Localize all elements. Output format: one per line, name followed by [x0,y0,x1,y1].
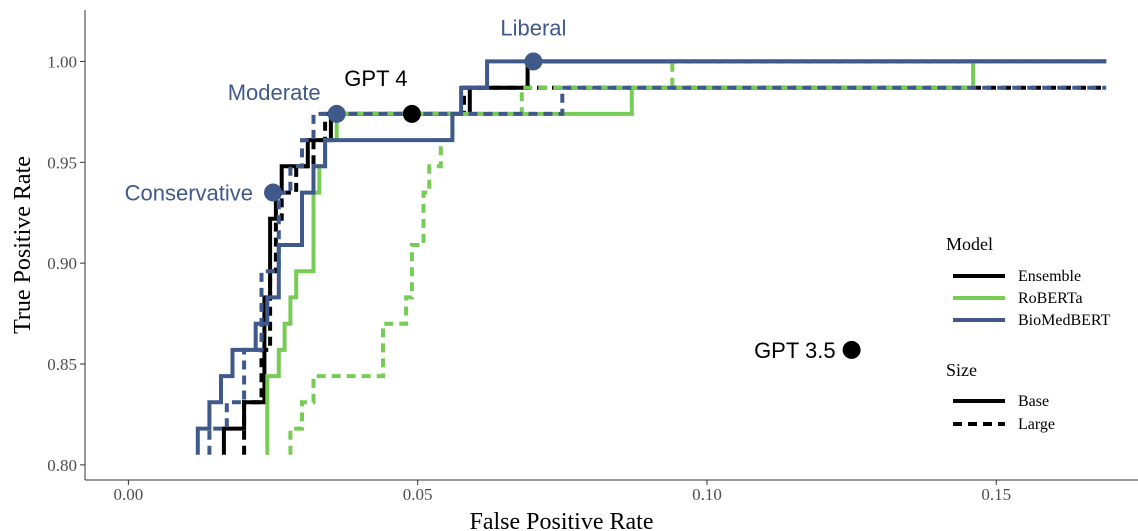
point-label-moderate: Moderate [228,80,321,105]
legend-size-title: Size [946,360,977,380]
point-gpt-3-5 [842,340,861,359]
x-tick-label: 0.05 [403,485,433,504]
point-moderate [327,104,346,123]
legend-label-large: Large [1018,416,1055,433]
point-conservative [264,183,283,202]
y-tick-label: 1.00 [47,52,77,71]
point-label-gpt-3-5: GPT 3.5 [754,338,836,363]
series-line-ensemble-base [221,59,1107,455]
annotations: GPT 4 GPT 3.5 Liberal Moderate Conservative [125,15,861,363]
legend-model-title: Model [946,234,993,254]
legend-label-ensemble: Ensemble [1018,268,1081,285]
x-tick-label: 0.10 [692,485,722,504]
point-label-liberal: Liberal [500,15,566,40]
y-tick-label: 0.90 [47,254,77,273]
y-axis-title: True Positive Rate [10,156,36,334]
legend-label-base: Base [1018,393,1049,410]
y-tick-label: 0.80 [47,456,77,475]
y-tick-label: 0.85 [47,355,77,374]
y-tick-label: 0.95 [47,153,77,172]
x-axis-title: False Positive Rate [470,509,654,531]
point-gpt-4 [402,104,421,123]
x-tick-label: 0.15 [981,485,1011,504]
axes: 0.80 0.85 0.90 0.95 1.00 0.00 0.05 0.10 0.15 Fals… [10,10,1138,531]
x-tick-label: 0.00 [114,485,144,504]
legend-label-roberta: RoBERTa [1018,290,1083,307]
point-liberal [524,52,543,71]
legend-label-biomedbert: BioMedBERT [1018,312,1111,329]
point-label-gpt-4: GPT 4 [344,66,407,91]
point-label-conservative: Conservative [125,181,253,206]
legend: Model Ensemble RoBERTa BioMedBERT Size Base La… [946,234,1111,433]
series-line-roberta-base [265,59,1107,455]
